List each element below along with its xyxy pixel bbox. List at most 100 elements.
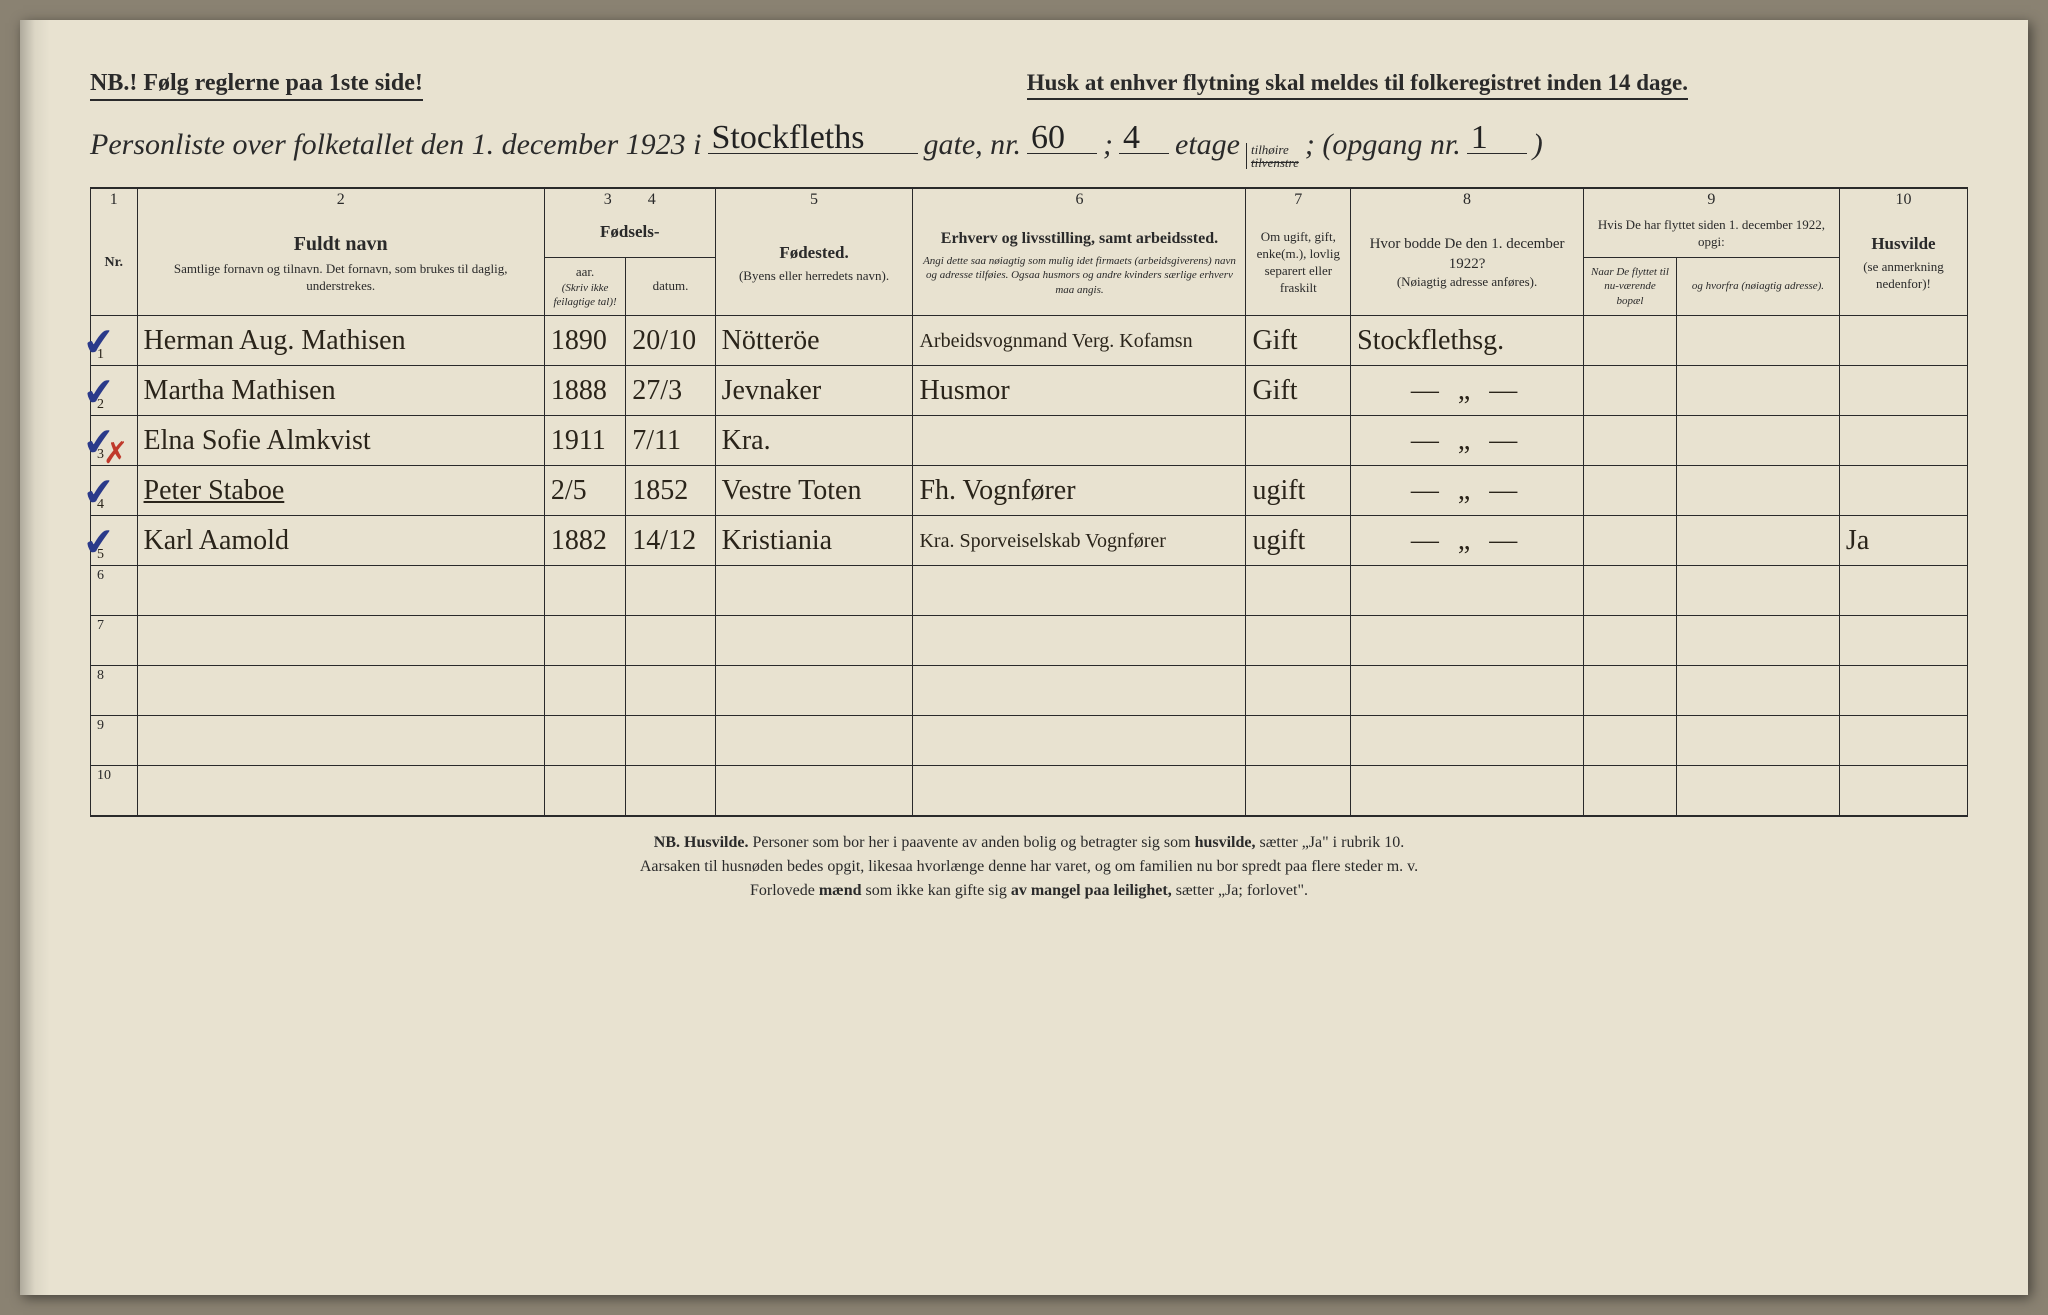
erhverv-cell: Husmor	[913, 366, 1246, 416]
close-paren: )	[1533, 128, 1543, 162]
nr-cell: ✔ ✗ 3	[91, 416, 138, 466]
civil-cell: ugift	[1246, 466, 1351, 516]
datum-cell: 7/11	[626, 416, 715, 466]
blue-check-icon: ✔	[81, 369, 117, 417]
nr-cell: ✔ 2	[91, 366, 138, 416]
erhverv-cell	[913, 416, 1246, 466]
nr-cell: ✔ 5	[91, 516, 138, 566]
civil-cell	[1246, 416, 1351, 466]
colnum-3-4: 3 4	[544, 188, 715, 211]
aar-cell: 1911	[544, 416, 625, 466]
th-naar: Naar De flyttet til nu-værende bopæl	[1583, 257, 1676, 315]
civil-cell: Gift	[1246, 366, 1351, 416]
title-prefix: Personliste over folketallet den 1. dece…	[90, 128, 702, 162]
colnum-2: 2	[137, 188, 544, 211]
fodested-cell: Nötteröe	[715, 316, 913, 366]
husk-reminder: Husk at enhver flytning skal meldes til …	[1027, 70, 1688, 100]
nr-cell: 9	[91, 716, 138, 766]
th-1922: Hvor bodde De den 1. december 1922? (Nøi…	[1351, 211, 1584, 316]
nr-cell: 8	[91, 666, 138, 716]
fodested-cell: Jevnaker	[715, 366, 913, 416]
street-handwritten: Stockfleths	[712, 119, 865, 157]
table-row: ✔ 2 Martha Mathisen 1888 27/3 Jevnaker H…	[91, 366, 1968, 416]
hvorfra-cell	[1677, 466, 1840, 516]
erhverv-cell: Kra. Sporveiselskab Vognfører	[913, 516, 1246, 566]
etage-label: etage	[1175, 128, 1240, 162]
hvor1922-cell: — „ —	[1351, 466, 1584, 516]
aar-cell: 1888	[544, 366, 625, 416]
navn-cell: Peter Staboe	[137, 466, 544, 516]
colnum-8: 8	[1351, 188, 1584, 211]
header-top: NB.! Følg reglerne paa 1ste side! Husk a…	[90, 70, 1968, 101]
blue-check-icon: ✔	[81, 469, 117, 517]
th-fodsels: Fødsels-	[544, 211, 715, 257]
nb-warning: NB.! Følg reglerne paa 1ste side!	[90, 70, 423, 101]
table-row-empty: 9	[91, 716, 1968, 766]
opgang-nr-handwritten: 1	[1471, 119, 1488, 157]
aar-cell: 1890	[544, 316, 625, 366]
th-navn-sub: Samtlige fornavn og tilnavn. Det fornavn…	[144, 261, 538, 295]
blue-check-icon: ✔	[81, 519, 117, 567]
census-form-page: NB.! Følg reglerne paa 1ste side! Husk a…	[20, 20, 2028, 1295]
table-row-empty: 6	[91, 566, 1968, 616]
navn-cell: Elna Sofie Almkvist	[137, 416, 544, 466]
nr-cell: 6	[91, 566, 138, 616]
table-row-empty: 8	[91, 666, 1968, 716]
husvilde-cell: Ja	[1839, 516, 1967, 566]
census-table: 1 2 3 4 5 6 7 8 9 10 Nr. Fuldt navn Samt…	[90, 187, 1968, 817]
fodested-cell: Vestre Toten	[715, 466, 913, 516]
table-row: ✔ 4 Peter Staboe 2/5 1852 Vestre Toten F…	[91, 466, 1968, 516]
opgang-label: ; (opgang nr.	[1305, 128, 1461, 162]
navn-cell: Martha Mathisen	[137, 366, 544, 416]
footer-line-2: Aarsaken til husnøden bedes opgit, likes…	[90, 855, 1968, 879]
footer-line-1: NB. Husvilde. Personer som bor her i paa…	[90, 831, 1968, 855]
etage-nr-blank: 4	[1119, 121, 1169, 154]
husvilde-cell	[1839, 366, 1967, 416]
hvorfra-cell	[1677, 366, 1840, 416]
husvilde-cell	[1839, 416, 1967, 466]
side-bottom: tilvenstre	[1251, 156, 1299, 169]
footer-note: NB. Husvilde. Personer som bor her i paa…	[90, 831, 1968, 903]
th-civil: Om ugift, gift, enke(m.), lovlig separer…	[1246, 211, 1351, 316]
colnum-9: 9	[1583, 188, 1839, 211]
aar-cell: 2/5	[544, 466, 625, 516]
naar-cell	[1583, 516, 1676, 566]
table-row-empty: 10	[91, 766, 1968, 816]
datum-cell: 14/12	[626, 516, 715, 566]
datum-cell: 1852	[626, 466, 715, 516]
th-fodested: Fødested. (Byens eller herredets navn).	[715, 211, 913, 316]
hvorfra-cell	[1677, 416, 1840, 466]
nr-cell: 10	[91, 766, 138, 816]
table-row-empty: 7	[91, 616, 1968, 666]
civil-cell: Gift	[1246, 316, 1351, 366]
navn-cell: Karl Aamold	[137, 516, 544, 566]
datum-cell: 20/10	[626, 316, 715, 366]
opgang-nr-blank: 1	[1467, 121, 1527, 154]
naar-cell	[1583, 316, 1676, 366]
husvilde-cell	[1839, 466, 1967, 516]
title-line: Personliste over folketallet den 1. dece…	[90, 121, 1968, 169]
husvilde-cell	[1839, 316, 1967, 366]
footer-line-3: Forlovede mænd som ikke kan gifte sig av…	[90, 879, 1968, 903]
hvor1922-cell: Stockflethsg.	[1351, 316, 1584, 366]
th-nr: Nr.	[91, 211, 138, 316]
civil-cell: ugift	[1246, 516, 1351, 566]
nr-cell: ✔ 4	[91, 466, 138, 516]
erhverv-cell: Fh. Vognfører	[913, 466, 1246, 516]
etage-nr-handwritten: 4	[1123, 119, 1140, 157]
th-datum: datum.	[626, 257, 715, 315]
side-stack: tilhøire tilvenstre	[1246, 143, 1299, 169]
colnum-10: 10	[1839, 188, 1967, 211]
colnum-1: 1	[91, 188, 138, 211]
datum-cell: 27/3	[626, 366, 715, 416]
gate-nr-blank: 60	[1027, 121, 1097, 154]
th-hvorfra: og hvorfra (nøiagtig adresse).	[1677, 257, 1840, 315]
aar-cell: 1882	[544, 516, 625, 566]
header-row: Nr. Fuldt navn Samtlige fornavn og tilna…	[91, 211, 1968, 257]
naar-cell	[1583, 466, 1676, 516]
fodested-cell: Kra.	[715, 416, 913, 466]
table-row: ✔ 1 Herman Aug. Mathisen 1890 20/10 Nött…	[91, 316, 1968, 366]
th-erhverv: Erhverv og livsstilling, samt arbeidsste…	[913, 211, 1246, 316]
hvor1922-cell: — „ —	[1351, 366, 1584, 416]
hvorfra-cell	[1677, 516, 1840, 566]
